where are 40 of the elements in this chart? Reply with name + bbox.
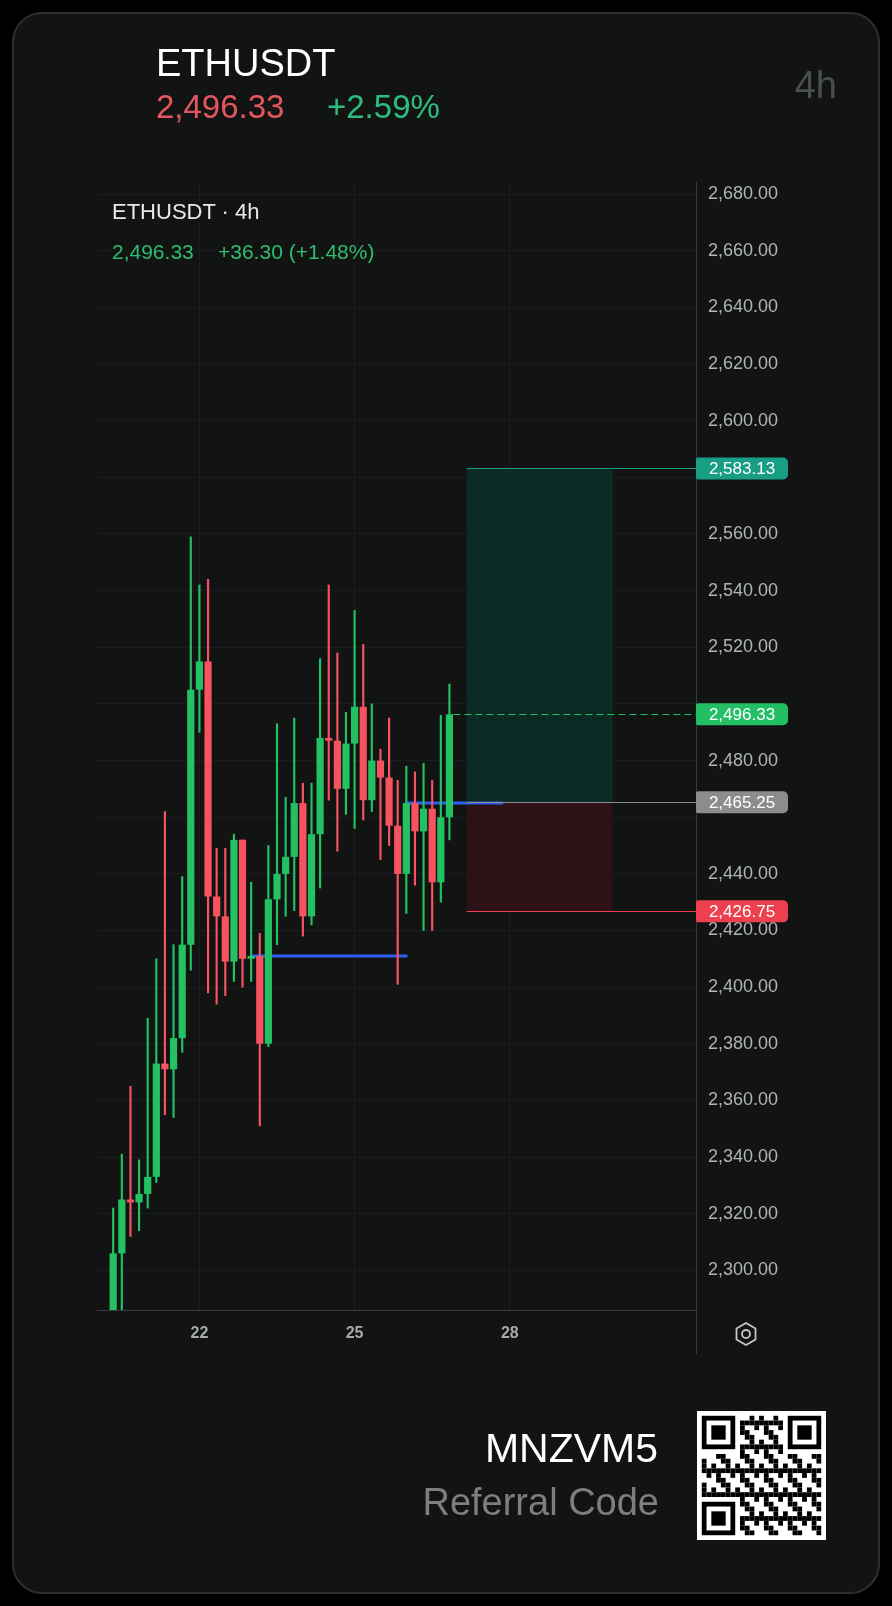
candlestick [419,763,428,931]
y-tick-label: 2,440.00 [708,862,779,883]
text: 2,496.33 [156,88,285,125]
ref-line-label: 2,583.13 [708,459,776,479]
y-tick-label: 2,540.00 [708,579,779,600]
candlestick [325,584,333,801]
y-tick-label: 2,340.00 [708,1146,779,1167]
candlestick [247,882,255,982]
y-tick-label: 2,640.00 [708,296,779,317]
y-tick-label: 2,620.00 [708,353,779,374]
annotation: 2,496.33 [112,240,194,263]
candlestick [169,944,178,1118]
y-tick-label: 2,360.00 [708,1089,779,1110]
x-tick-label: 22 [190,1324,209,1342]
y-tick-label: 2,380.00 [708,1032,779,1053]
y-tick-label: 2,480.00 [708,749,779,770]
y-tick-label: 2,420.00 [708,919,779,940]
y-tick-label: 2,300.00 [708,1259,779,1280]
annotation: ETHUSDT · 4h [112,199,260,224]
x-tick-label: 25 [345,1324,364,1342]
ref-line-label: 2,426.75 [708,902,776,922]
candlestick [161,811,169,1115]
y-tick-label: 2,400.00 [708,976,779,997]
y-tick-label: 2,560.00 [708,522,779,543]
ref-line-label: 2,496.33 [708,705,776,724]
text: Referral Code [422,1481,659,1523]
annotation: +36.30 (+1.48%) [218,240,375,263]
chart-title: ETHUSDT [156,42,336,84]
candlestick [195,584,204,733]
y-tick-label: 2,600.00 [708,409,779,430]
text: 4h [794,64,837,106]
text: +2.59% [327,88,440,125]
x-tick-label: 28 [500,1324,519,1342]
ref-line-label: 2,465.25 [708,793,776,813]
y-tick-label: 2,660.00 [708,239,779,260]
text: MNZVM5 [484,1425,658,1471]
y-tick-label: 2,320.00 [708,1202,779,1223]
y-tick-label: 2,520.00 [708,636,779,657]
candlestick [376,748,385,861]
y-tick-label: 2,680.00 [708,183,779,204]
